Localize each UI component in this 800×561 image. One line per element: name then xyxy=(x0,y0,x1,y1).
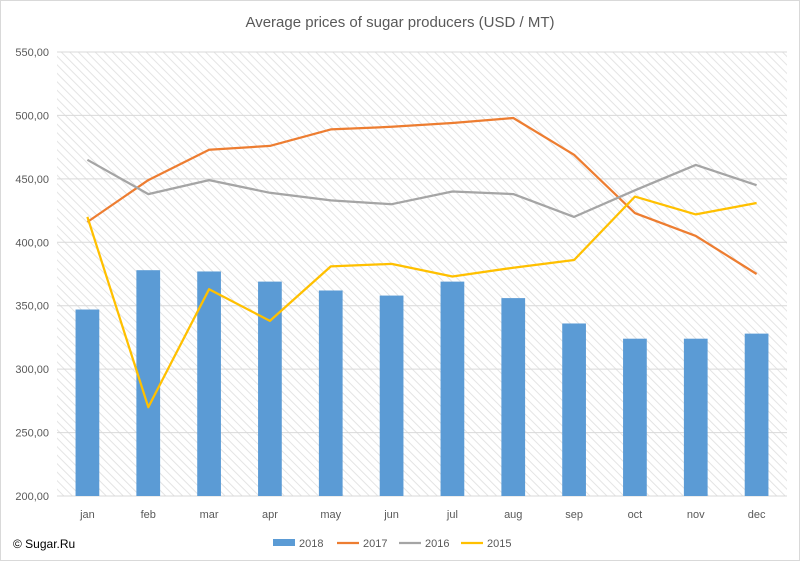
line-2016 xyxy=(86,158,757,219)
x-tick-label: mar xyxy=(200,509,219,521)
y-tick-label: 350,00 xyxy=(15,301,49,313)
bar-oct xyxy=(623,338,647,496)
bar-jan xyxy=(75,309,100,496)
chart-title: Average prices of sugar producers (USD /… xyxy=(245,14,554,31)
y-tick-label: 400,00 xyxy=(15,237,49,249)
plot-background xyxy=(57,52,787,496)
bar-may xyxy=(318,290,343,496)
x-tick-label: jul xyxy=(446,509,458,521)
x-tick-label: dec xyxy=(748,509,766,521)
y-tick-label: 250,00 xyxy=(15,428,49,440)
bar-jul xyxy=(440,281,465,496)
bar-mar xyxy=(197,271,221,496)
copyright-watermark: © Sugar.Ru xyxy=(13,537,76,551)
x-tick-label: oct xyxy=(628,509,643,521)
legend: 2018 2017 2016 2015 xyxy=(273,538,511,550)
legend-swatch-2018 xyxy=(273,539,295,546)
y-tick-label: 300,00 xyxy=(15,364,49,376)
x-tick-label: may xyxy=(320,509,341,521)
bar-sep xyxy=(562,323,586,496)
bar-jun xyxy=(379,295,404,496)
x-tick-label: nov xyxy=(687,509,705,521)
bar-apr xyxy=(258,281,282,496)
x-tick-label: aug xyxy=(504,509,522,521)
x-tick-label: jun xyxy=(383,509,399,521)
x-tick-label: apr xyxy=(262,509,278,521)
legend-label-2018: 2018 xyxy=(299,538,323,550)
legend-label-2016: 2016 xyxy=(425,538,449,550)
gridlines xyxy=(57,51,787,497)
legend-label-2017: 2017 xyxy=(363,538,387,550)
bar-dec xyxy=(744,333,769,496)
x-axis-ticks: jan feb mar apr may jun jul aug sep oct nov dec xyxy=(79,509,766,521)
y-axis-ticks: 200,00 250,00 300,00 350,00 400,00 450,00 500,… xyxy=(15,47,49,503)
line-series xyxy=(86,116,758,409)
y-tick-label: 200,00 xyxy=(15,491,49,503)
x-tick-label: sep xyxy=(565,509,583,521)
bar-aug xyxy=(501,298,526,496)
plot-area xyxy=(57,52,787,496)
line-2017 xyxy=(86,116,758,275)
bars-2018 xyxy=(75,270,769,496)
bar-feb xyxy=(136,270,161,496)
legend-label-2015: 2015 xyxy=(487,538,511,550)
x-tick-label: feb xyxy=(141,509,156,521)
line-2015 xyxy=(86,195,757,409)
bar-nov xyxy=(683,338,708,496)
y-tick-label: 500,00 xyxy=(15,110,49,122)
x-tick-label: jan xyxy=(79,509,95,521)
y-tick-label: 450,00 xyxy=(15,174,49,186)
y-tick-label: 550,00 xyxy=(15,47,49,59)
